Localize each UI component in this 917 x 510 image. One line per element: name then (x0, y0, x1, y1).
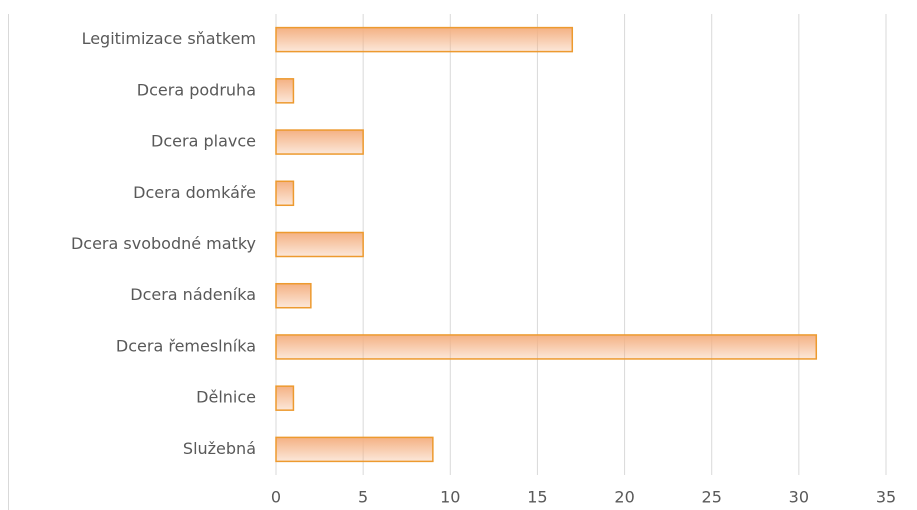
bar (275, 180, 295, 207)
bar (275, 334, 818, 360)
bar (275, 231, 364, 258)
y-tick-label: Služebná (183, 439, 256, 458)
x-tick-label: 25 (702, 488, 722, 507)
y-tick-label: Dělnice (196, 388, 256, 407)
bar (275, 129, 364, 155)
y-tick-label: Dcera nádeníka (130, 285, 256, 304)
bar (275, 78, 295, 104)
y-tick-label: Dcera podruha (137, 80, 256, 99)
x-tick-label: 5 (358, 488, 368, 507)
y-tick-label: Dcera svobodné matky (71, 234, 256, 253)
y-tick-label: Legitimizace sňatkem (82, 29, 256, 48)
y-tick-label: Dcera řemeslníka (116, 336, 256, 355)
y-tick-label: Dcera domkáře (133, 183, 256, 202)
x-tick-label: 35 (876, 488, 896, 507)
x-tick-label: 30 (789, 488, 809, 507)
bar (275, 385, 295, 411)
bar (275, 26, 574, 53)
bar (275, 436, 434, 463)
x-tick-label: 10 (440, 488, 460, 507)
x-tick-label: 20 (614, 488, 634, 507)
y-tick-label: Dcera plavce (151, 132, 256, 151)
x-tick-label: 15 (527, 488, 547, 507)
bar (275, 282, 312, 309)
x-tick-label: 0 (271, 488, 281, 507)
